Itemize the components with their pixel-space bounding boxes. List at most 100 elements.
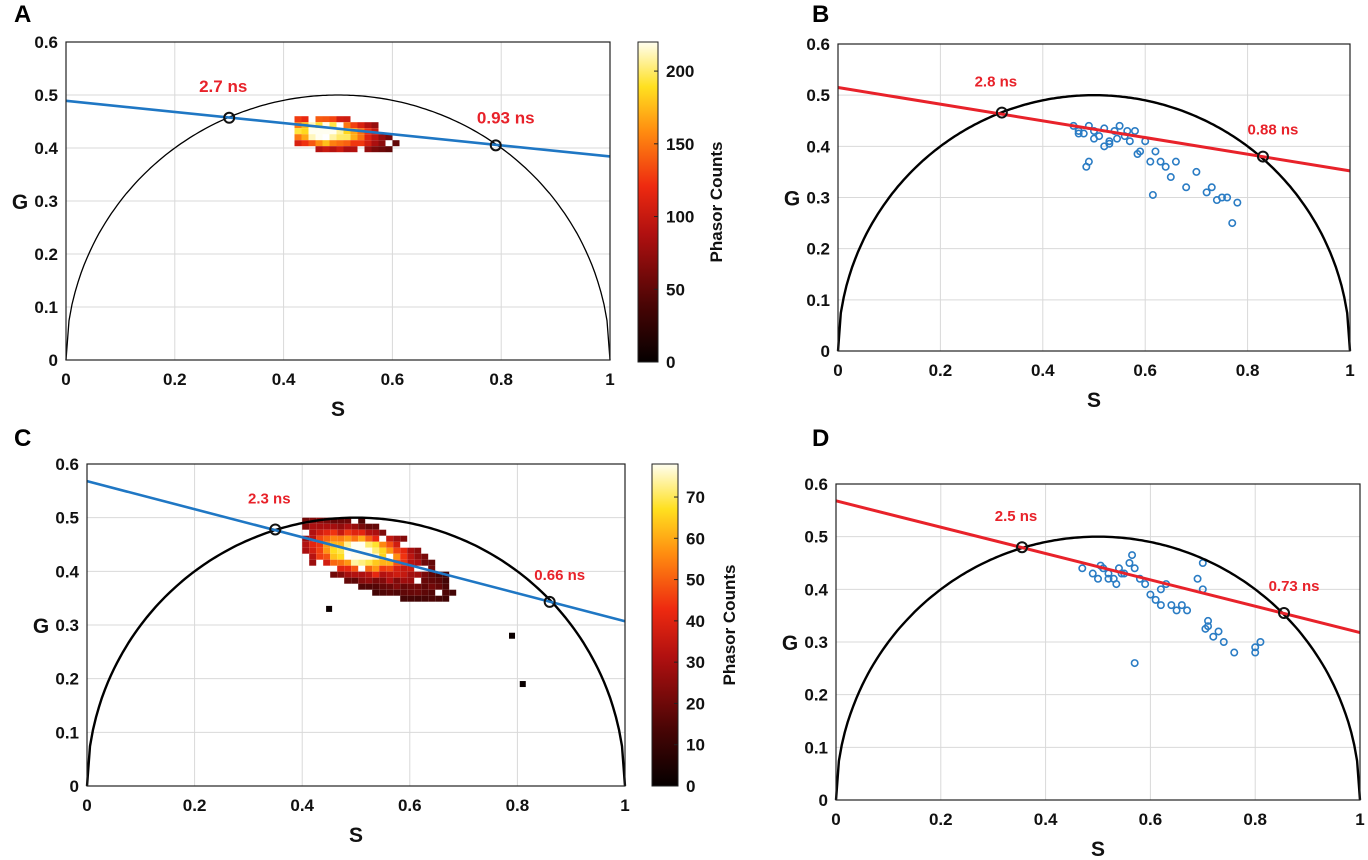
panel-a-heat-cell (302, 134, 309, 140)
panel-c-heat-cell (351, 524, 358, 530)
panel-c-heat-cell (358, 584, 365, 590)
panel-b-x-tick-label: 0.6 (1133, 361, 1157, 380)
panel-c-heat-cell (372, 542, 379, 548)
panel-b-x-axis-label: S (1087, 389, 1101, 412)
panel-c-x-tick-label: 0 (82, 796, 91, 815)
panel-b-x-tick-label: 0 (833, 361, 842, 380)
panel-c-heat-cell (365, 524, 372, 530)
panel-c-heat-cell (365, 560, 372, 566)
panel-a-y-axis-label: G (12, 191, 28, 214)
panel-c-heat-cell (414, 560, 421, 566)
panel-c-heat-cell (393, 578, 400, 584)
panel-c-heat-cell (407, 590, 414, 596)
panel-d-y-axis-label: G (782, 632, 798, 655)
panel-d-lifetime-label: 2.5 ns (995, 508, 1038, 525)
panel-c-heat-cell (330, 560, 337, 566)
panel-a-heat-cell (379, 140, 386, 146)
panel-c-heat-cell (344, 560, 351, 566)
panel-b-scatter-point (1127, 138, 1133, 144)
panel-c-heat-cell (414, 596, 421, 602)
panel-a-heat-cell (302, 116, 309, 122)
panel-c-heat-cell (365, 578, 372, 584)
panel-b-x-tick-label: 0.2 (929, 361, 953, 380)
panel-d-scatter-point (1152, 597, 1158, 603)
panel-a-heat-cell (316, 140, 323, 146)
panel-c-heat-cell (379, 566, 386, 572)
panel-c-heat-cell (358, 578, 365, 584)
panel-b-y-tick-label: 0 (821, 342, 830, 361)
panel-b-lifetime-label: 2.8 ns (975, 74, 1018, 91)
panel-c-heat-cell (351, 554, 358, 560)
panel-d-scatter-point (1184, 607, 1190, 613)
panel-b-y-tick-label: 0.4 (806, 137, 830, 156)
panel-b-scatter-point (1157, 158, 1163, 164)
panel-c-heat-cell (337, 572, 344, 578)
panel-d-y-tick-label: 0.4 (804, 580, 828, 599)
panel-b-scatter-point (1203, 189, 1209, 195)
panel-b-x-tick-label: 0.4 (1031, 361, 1055, 380)
panel-c-colorbar-tick-label: 30 (686, 653, 705, 672)
panel-a-colorbar-tick-label: 200 (666, 62, 694, 81)
panel-c-heat-cell (365, 542, 372, 548)
panel-d-x-tick-label: 0.8 (1243, 810, 1267, 829)
panel-c-lifetime-label: 0.66 ns (534, 567, 585, 584)
panel-c-heat-cell (337, 524, 344, 530)
panel-c-heat-cell (400, 596, 407, 602)
panel-c-heat-cell (428, 560, 435, 566)
panel-b-y-tick-label: 0.3 (806, 189, 830, 208)
panel-c-heat-cell (323, 548, 330, 554)
panel-c-x-tick-label: 1 (620, 796, 629, 815)
panel-c-heat-cell (393, 572, 400, 578)
panel-c-heat-cell (386, 590, 393, 596)
panel-a-heat-cell (379, 146, 386, 152)
panel-c-heat-cell (428, 590, 435, 596)
panel-c-heat-cell (435, 584, 442, 590)
panel-c-colorbar-tick-label: 50 (686, 571, 705, 590)
panel-c-y-tick-label: 0.6 (55, 455, 79, 474)
panel-c-heat-cell (337, 530, 344, 536)
panel-c-heat-cell (421, 584, 428, 590)
panel-c-heat-cell (330, 530, 337, 536)
panel-c-heat-cell (393, 590, 400, 596)
panel-b-y-tick-label: 0.2 (806, 240, 830, 259)
panel-c-heat-cell (351, 566, 358, 572)
panel-a-heat-cell (358, 140, 365, 146)
panel-a-heat-cell (372, 146, 379, 152)
panel-c-heat-cell (393, 554, 400, 560)
panel-c-x-axis-label: S (349, 824, 363, 847)
panel-c-heat-cell (365, 530, 372, 536)
panel-a-x-tick-label: 1 (605, 370, 614, 389)
panel-c-x-tick-label: 0.6 (398, 796, 422, 815)
panel-a-heat-cell (295, 140, 302, 146)
panel-d-scatter-point (1158, 602, 1164, 608)
panel-d-x-axis-label: S (1091, 838, 1105, 860)
panel-a-y-tick-label: 0.5 (34, 86, 58, 105)
panel-a-x-tick-label: 0 (61, 370, 70, 389)
panel-c-heat-cell (372, 524, 379, 530)
panel-b-scatter-point (1152, 148, 1158, 154)
panel-c-heat-cell (330, 536, 337, 542)
panel-d-y-tick-label: 0.5 (804, 528, 828, 547)
panel-d-scatter-point (1095, 576, 1101, 582)
panel-c-heat-cell (372, 572, 379, 578)
panel-a-y-tick-label: 0.1 (34, 298, 58, 317)
panel-c-heat-cell (309, 554, 316, 560)
panel-c-heat-cell (372, 530, 379, 536)
panel-c-heat-cell (309, 542, 316, 548)
panel-b-y-tick-label: 0.6 (806, 35, 830, 54)
panel-c-heat-cell (407, 596, 414, 602)
panel-a-heat-cell (337, 146, 344, 152)
panel-a-heat-cell (351, 122, 358, 128)
panel-b-scatter-point (1173, 158, 1179, 164)
panel-a-x-tick-label: 0.4 (272, 370, 296, 389)
panel-c-heat-cell (407, 572, 414, 578)
panel-d-scatter-point (1173, 607, 1179, 613)
panel-c-heat-cell (372, 578, 379, 584)
panel-c-heat-cell (421, 590, 428, 596)
panel-c-heat-cell (379, 572, 386, 578)
panel-c-heat-cell (379, 542, 386, 548)
panel-a-colorbar-tick-label: 0 (666, 353, 675, 372)
panel-c-heat-cell (407, 578, 414, 584)
panel-a-heat-cell (365, 146, 372, 152)
panel-c-heat-cell (372, 590, 379, 596)
